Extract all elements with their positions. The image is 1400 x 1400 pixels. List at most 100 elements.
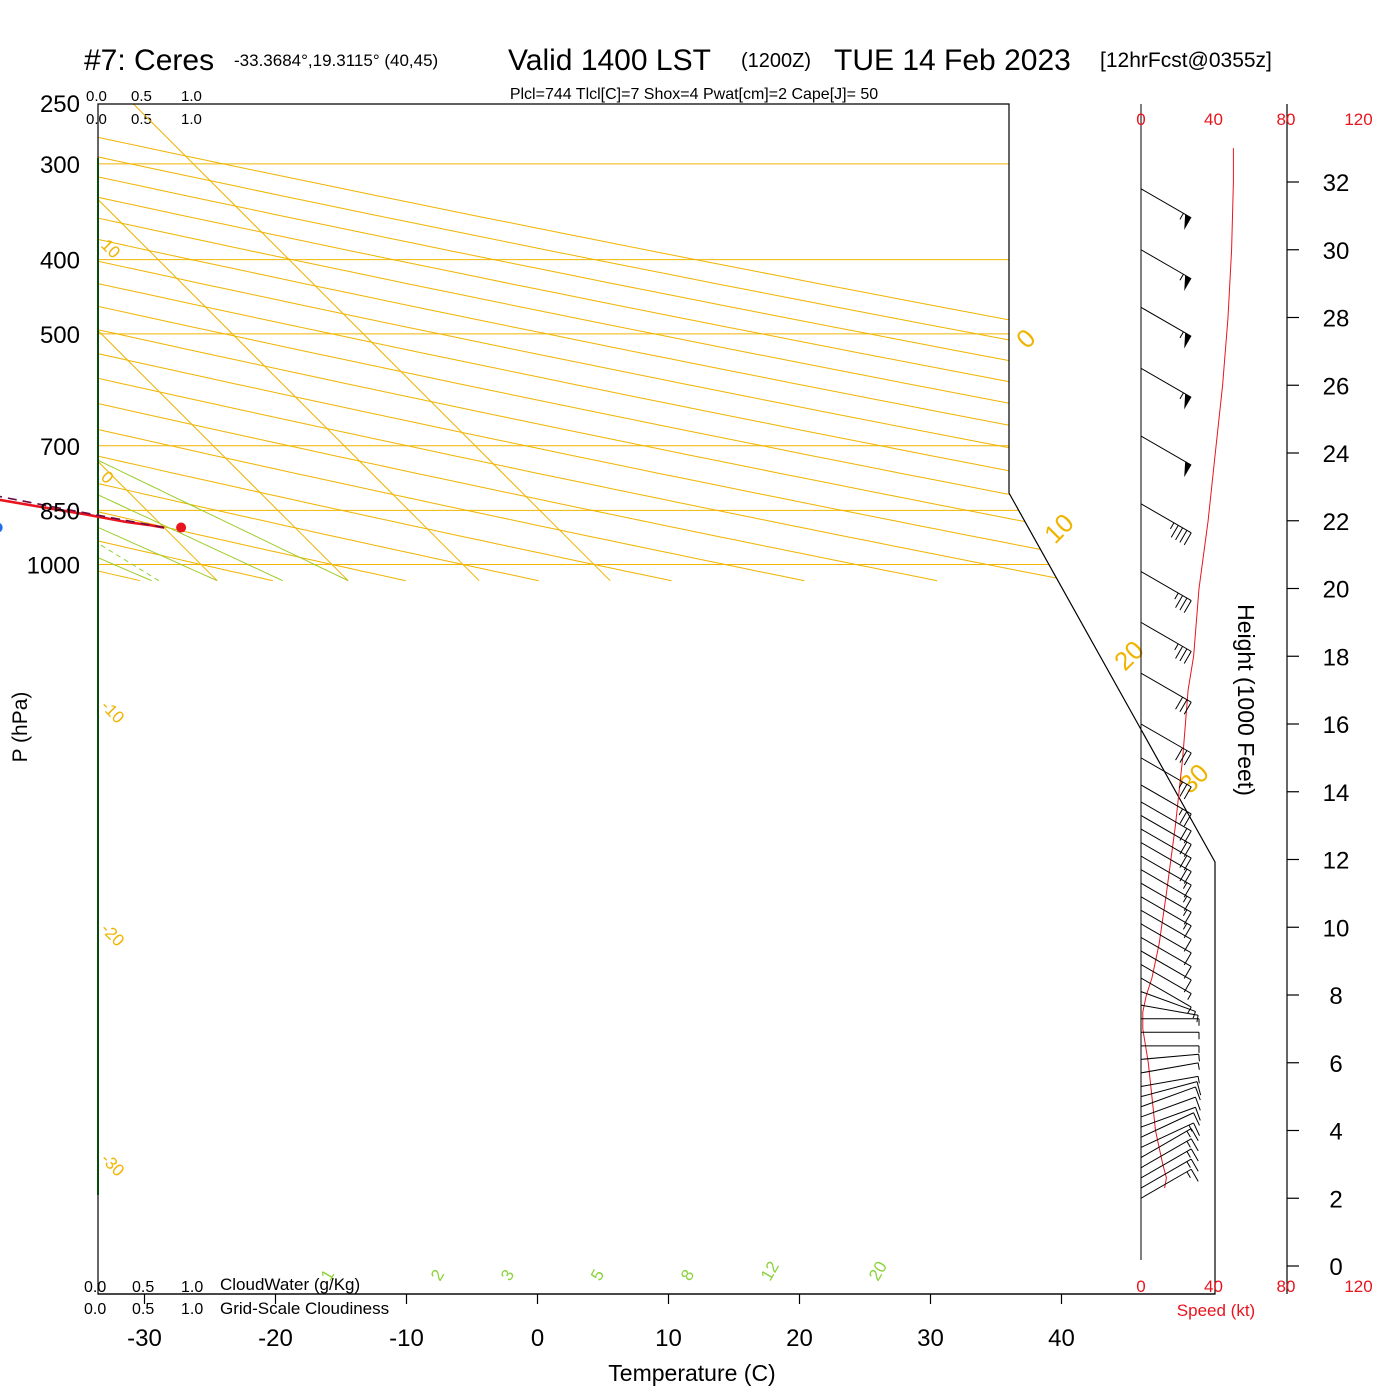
x-tick-label: 40 — [1048, 1325, 1075, 1352]
height-tick-label: 20 — [1323, 577, 1350, 604]
cw-tick: 1.0 — [181, 1279, 203, 1296]
wind-barb — [1140, 621, 1192, 664]
station-title: #7: Ceres — [84, 44, 214, 77]
speed-tick-label: 120 — [1344, 110, 1372, 129]
wind-barb — [1140, 571, 1192, 613]
profiles — [0, 495, 187, 533]
background-lines — [0, 103, 1215, 582]
dry-adiabat — [98, 104, 1215, 582]
moist-adiabat — [98, 104, 349, 582]
x-tick-label: -10 — [389, 1325, 424, 1352]
wind-barb — [1140, 503, 1192, 546]
mixing-ratio-line — [0, 260, 52, 581]
speed-tick-label: 0 — [1136, 1277, 1145, 1296]
x-axis-label: Temperature (C) — [608, 1360, 775, 1386]
dry-adiabat — [98, 104, 1215, 582]
wind-barb — [1140, 306, 1192, 349]
wind-barb — [1140, 950, 1192, 993]
stability-indices: Plcl=744 Tlcl[C]=7 Shox=4 Pwat[cm]=2 Cap… — [510, 86, 878, 103]
station-coords: -33.3684°,19.3115° (40,45) — [234, 51, 438, 70]
cl-tick: 0.5 — [131, 111, 152, 128]
wind-barb — [1140, 1158, 1199, 1189]
temperature-line — [0, 498, 165, 529]
height-tick-label: 4 — [1329, 1119, 1342, 1146]
wind-barb — [1140, 435, 1192, 478]
height-tick-label: 10 — [1323, 915, 1350, 942]
height-tick-label: 2 — [1329, 1186, 1342, 1213]
height-tick-label: 30 — [1323, 238, 1350, 265]
dry-adiabat — [98, 104, 1203, 582]
cloudiness-label: Grid-Scale Cloudiness — [220, 1299, 389, 1318]
dry-adiabat — [0, 103, 7, 581]
wind-barb — [1141, 1031, 1200, 1040]
pressure-tick-label: 850 — [40, 498, 80, 525]
mixing-ratio-label: 8 — [677, 1266, 698, 1284]
zulu-time: (1200Z) — [741, 50, 811, 72]
pressure-axis: 250 300 400 500 700 850 1000 — [27, 91, 80, 579]
x-tick-label: 20 — [786, 1325, 813, 1352]
dry-adiabat — [98, 104, 1215, 582]
x-tick-label: -20 — [258, 1325, 293, 1352]
wind-barb — [1141, 1018, 1200, 1026]
height-tick-label: 26 — [1323, 373, 1350, 400]
wind-barb — [1140, 1062, 1200, 1074]
height-tick-label: 32 — [1323, 170, 1350, 197]
wind-barb — [1140, 896, 1192, 939]
height-axis-label: Height (1000 Feet) — [1233, 604, 1259, 796]
wind-barb — [1140, 842, 1192, 884]
isotherm-label: 0 — [1010, 323, 1041, 354]
height-tick-label: 22 — [1323, 509, 1350, 536]
cl-tick: 0.0 — [84, 1301, 106, 1318]
pressure-tick-label: 500 — [40, 322, 80, 349]
wind-barb — [1140, 1168, 1199, 1199]
moist-adiabat — [0, 103, 21, 581]
cloud-scale-top: 0.0 0.5 1.0 0.0 0.5 1.0 — [86, 88, 202, 128]
dry-adiabat — [98, 104, 1071, 582]
wind-barb — [1140, 249, 1192, 291]
height-tick-label: 12 — [1323, 848, 1350, 875]
isotherm — [98, 104, 480, 582]
cloud-scale-bottom: 0.0 0.5 1.0 CloudWater (g/Kg) 0.0 0.5 1.… — [84, 1275, 389, 1318]
pressure-tick-label: 300 — [40, 152, 80, 179]
wind-barb — [1140, 1081, 1202, 1098]
moist-adiabat — [98, 104, 218, 582]
isotherm — [98, 104, 349, 582]
wind-barb — [1140, 1004, 1199, 1023]
wind-barb — [1140, 909, 1192, 952]
pressure-tick-label: 250 — [40, 91, 80, 118]
speed-tick-label: 80 — [1277, 1277, 1296, 1296]
cl-tick: 0.5 — [132, 1301, 154, 1318]
wind-barb — [1140, 1138, 1199, 1169]
wind-barb — [1140, 367, 1192, 410]
wind-barb — [1140, 672, 1192, 715]
valid-time: Valid 1400 LST — [508, 44, 711, 77]
wind-barb — [1140, 801, 1192, 844]
isotherm-label: -30 — [97, 1149, 128, 1180]
mixing-ratio-label: 3 — [497, 1266, 518, 1284]
speed-tick-label: 80 — [1277, 110, 1296, 129]
temperature-axis: -30 -20 -10 0 10 20 30 40 — [98, 1293, 1215, 1352]
mixing-ratio-label: 2 — [427, 1266, 448, 1284]
height-tick-label: 16 — [1323, 712, 1350, 739]
wind-barb — [1140, 923, 1192, 966]
parcel-line — [0, 495, 165, 529]
dry-adiabat — [98, 104, 805, 582]
wind-barb — [1140, 1096, 1201, 1118]
wind-barb — [1140, 828, 1192, 871]
height-tick-label: 24 — [1323, 441, 1350, 468]
x-tick-label: -30 — [127, 1325, 162, 1352]
mixing-ratio-label: 5 — [587, 1266, 608, 1284]
wind-barb — [1141, 1045, 1200, 1053]
pressure-tick-label: 400 — [40, 248, 80, 275]
cl-tick: 1.0 — [181, 1301, 203, 1318]
wind-barb — [1140, 1075, 1200, 1087]
valid-date: TUE 14 Feb 2023 — [834, 44, 1071, 77]
surface-dewpoint-marker — [0, 523, 3, 532]
plot-frame — [97, 103, 1216, 1295]
cw-tick: 0.0 — [84, 1279, 106, 1296]
dry-adiabat — [98, 104, 1215, 582]
